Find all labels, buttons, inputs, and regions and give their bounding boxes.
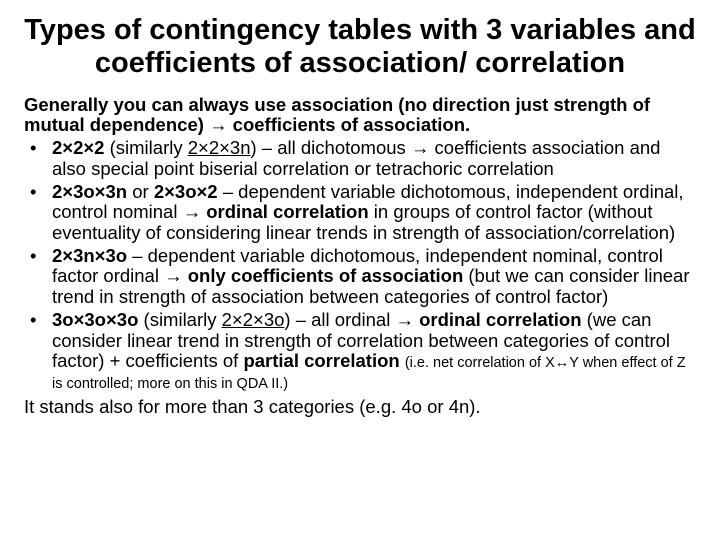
b1-underline-1: 2×2×3n: [188, 137, 251, 158]
b2-bold-2: 2×3o×2: [154, 181, 218, 202]
b2-plain-1: or: [127, 181, 154, 202]
b1-bold-1: 2×2×2: [52, 137, 104, 158]
b4-bold-1: 3o×3o×3o: [52, 309, 138, 330]
bullet-2: 2×3o×3n or 2×3o×2 – dependent variable d…: [24, 182, 696, 244]
bullet-list: 2×2×2 (similarly 2×2×3n) – all dichotomo…: [24, 138, 696, 393]
b4-bold-3: partial correlation: [243, 350, 399, 371]
b1-plain-1: (similarly: [104, 137, 187, 158]
slide: Types of contingency tables with 3 varia…: [0, 0, 720, 540]
b3-bold-2: only coefficients of association: [188, 265, 464, 286]
bullet-3: 2×3n×3o – dependent variable dichotomous…: [24, 246, 696, 308]
outro-paragraph: It stands also for more than 3 categorie…: [24, 397, 696, 418]
b4-bold-2: ordinal correlation: [419, 309, 581, 330]
b2-bold-1: 2×3o×3n: [52, 181, 127, 202]
intro-bold-1: coefficients of association.: [233, 114, 470, 135]
slide-title: Types of contingency tables with 3 varia…: [24, 14, 696, 81]
b2-bold-3: ordinal correlation: [206, 201, 368, 222]
b4-plain-2: ) – all ordinal →: [284, 309, 419, 330]
b3-bold-1: 2×3n×3o: [52, 245, 127, 266]
b4-underline-1: 2×2×3o: [222, 309, 285, 330]
intro-paragraph: Generally you can always use association…: [24, 95, 696, 136]
bullet-4: 3o×3o×3o (similarly 2×2×3o) – all ordina…: [24, 310, 696, 393]
b4-plain-1: (similarly: [138, 309, 221, 330]
bullet-1: 2×2×2 (similarly 2×2×3n) – all dichotomo…: [24, 138, 696, 179]
